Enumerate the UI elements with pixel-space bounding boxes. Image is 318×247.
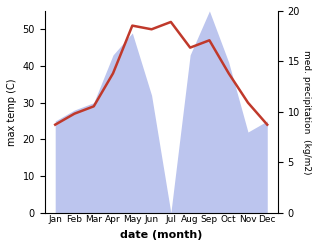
Y-axis label: max temp (C): max temp (C) [7,78,17,145]
X-axis label: date (month): date (month) [120,230,203,240]
Y-axis label: med. precipitation  (kg/m2): med. precipitation (kg/m2) [302,50,311,174]
